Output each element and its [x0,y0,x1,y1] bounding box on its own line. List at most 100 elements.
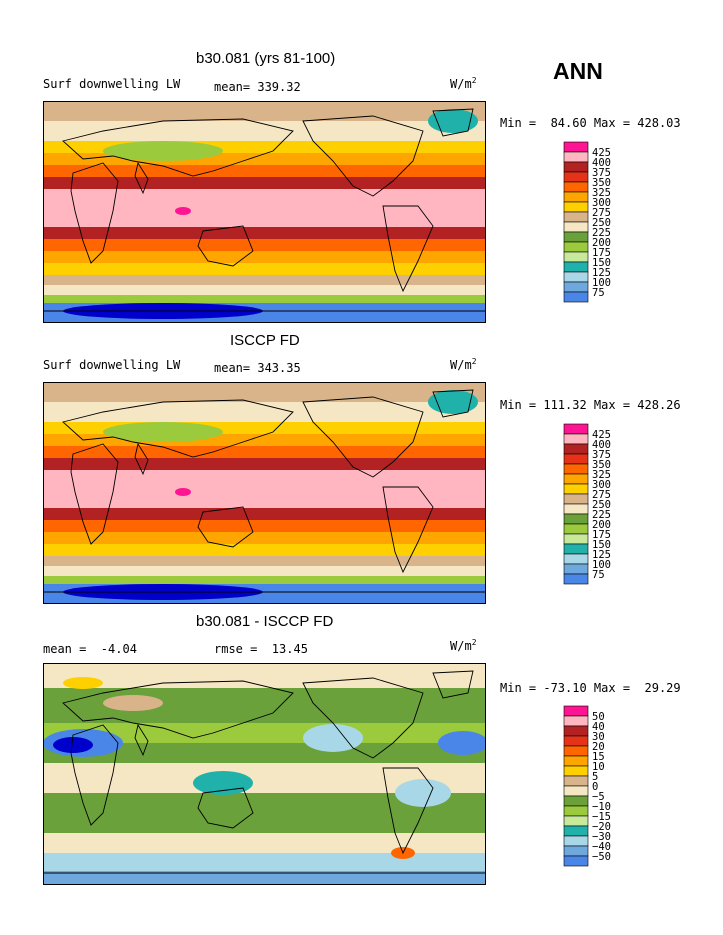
colorbar-swatch [563,483,589,495]
coastline [197,787,254,829]
panel-2-units: W/m2 [450,357,477,372]
colorbar-label: 425 [592,429,611,441]
colorbar-swatch [563,755,589,767]
colorbar-swatch [563,161,589,173]
colorbar-swatch [563,453,589,465]
colorbar-swatch [563,141,589,153]
colorbar-label: 300 [592,197,611,209]
coastlines [43,389,486,593]
panel-3-title: b30.081 - ISCCP FD [196,613,334,630]
contour-band [43,853,486,873]
panel-3-map [43,663,486,885]
colorbar-label: 275 [592,489,611,501]
colorbar-swatch [563,433,589,445]
coastline [302,396,424,478]
contour-band [43,382,486,402]
colorbar-swatch [563,291,589,303]
colorbar-label: −30 [592,831,611,843]
contour-band [43,723,486,743]
panel-3-minmax: Min = -73.10 Max = 29.29 [500,681,681,695]
colorbar-label: −10 [592,801,611,813]
contour-band [43,566,486,576]
coastline [197,225,254,267]
colorbar-label: 200 [592,237,611,249]
colorbar-swatch [563,533,589,545]
panel-1-title: b30.081 (yrs 81-100) [196,50,336,67]
coastline [70,162,119,264]
colorbar-swatch [563,553,589,565]
colorbar-swatch [563,423,589,435]
colorbar-swatch [563,825,589,837]
contour-band [43,227,486,239]
colorbar-swatch [563,271,589,283]
contour-band [43,833,486,853]
colorbar-swatch [563,765,589,777]
colorbar-label: −15 [592,811,611,823]
coastline [302,115,424,197]
coastline [134,161,149,195]
colorbar-label: 200 [592,519,611,531]
colorbar-swatch [563,221,589,233]
panel-3-rmse: rmse = 13.45 [214,642,308,656]
colorbar-label: 250 [592,217,611,229]
colorbar-swatch [563,251,589,263]
coastline [382,486,434,574]
contour-region [103,422,223,442]
contour-band [43,871,486,885]
season-label: ANN [553,58,603,84]
coastline [432,670,474,699]
colorbar-swatch [563,503,589,515]
contour-band [43,508,486,520]
panel-2-minmax: Min = 111.32 Max = 428.26 [500,398,681,412]
colorbar-swatch [563,493,589,505]
colorbar-swatch [563,855,589,867]
colorbar-label: −20 [592,821,611,833]
colorbar-label: 350 [592,459,611,471]
colorbar-label: 10 [592,761,605,773]
contour-region [175,207,191,215]
colorbar-label: 375 [592,449,611,461]
coastlines [43,108,486,312]
contour-band [43,239,486,251]
contour-band [43,101,486,121]
panel-1-minmax: Min = 84.60 Max = 428.03 [500,116,681,130]
colorbar-swatch [563,735,589,747]
coastline [62,399,294,458]
coastlines [43,670,486,874]
colorbar-swatch [563,201,589,213]
colorbar-swatch [563,281,589,293]
colorbar-swatch [563,745,589,757]
colorbar-swatch [563,443,589,455]
contour-region [63,677,103,689]
coastline [197,506,254,548]
coastline [70,443,119,545]
colorbar-swatch [563,171,589,183]
panel-1-map [43,101,486,323]
coastline [432,389,474,418]
contour-band [43,285,486,295]
coastline [382,205,434,293]
coastline [382,767,434,855]
contour-region [175,488,191,496]
contour-region [428,390,478,414]
contour-region [103,141,223,161]
colorbar-label: 175 [592,529,611,541]
colorbar-label: 375 [592,167,611,179]
contour-region [438,731,486,755]
contour-region [428,109,478,133]
panel-1-units: W/m2 [450,76,477,91]
colorbar-swatch [563,231,589,243]
colorbar-label: 150 [592,257,611,269]
colorbar-swatch [563,513,589,525]
colorbar-label: 5 [592,771,598,783]
contour-band [43,177,486,189]
colorbar-swatch [563,151,589,163]
contour-band [43,576,486,584]
panel-2-title: ISCCP FD [230,332,300,349]
colorbar-label: 50 [592,711,605,723]
panel-2-variable-label: Surf downwelling LW [43,358,181,372]
contour-band [43,263,486,275]
colorbar-swatch [563,563,589,575]
colorbar-label: 125 [592,549,611,561]
contour-band [43,544,486,556]
